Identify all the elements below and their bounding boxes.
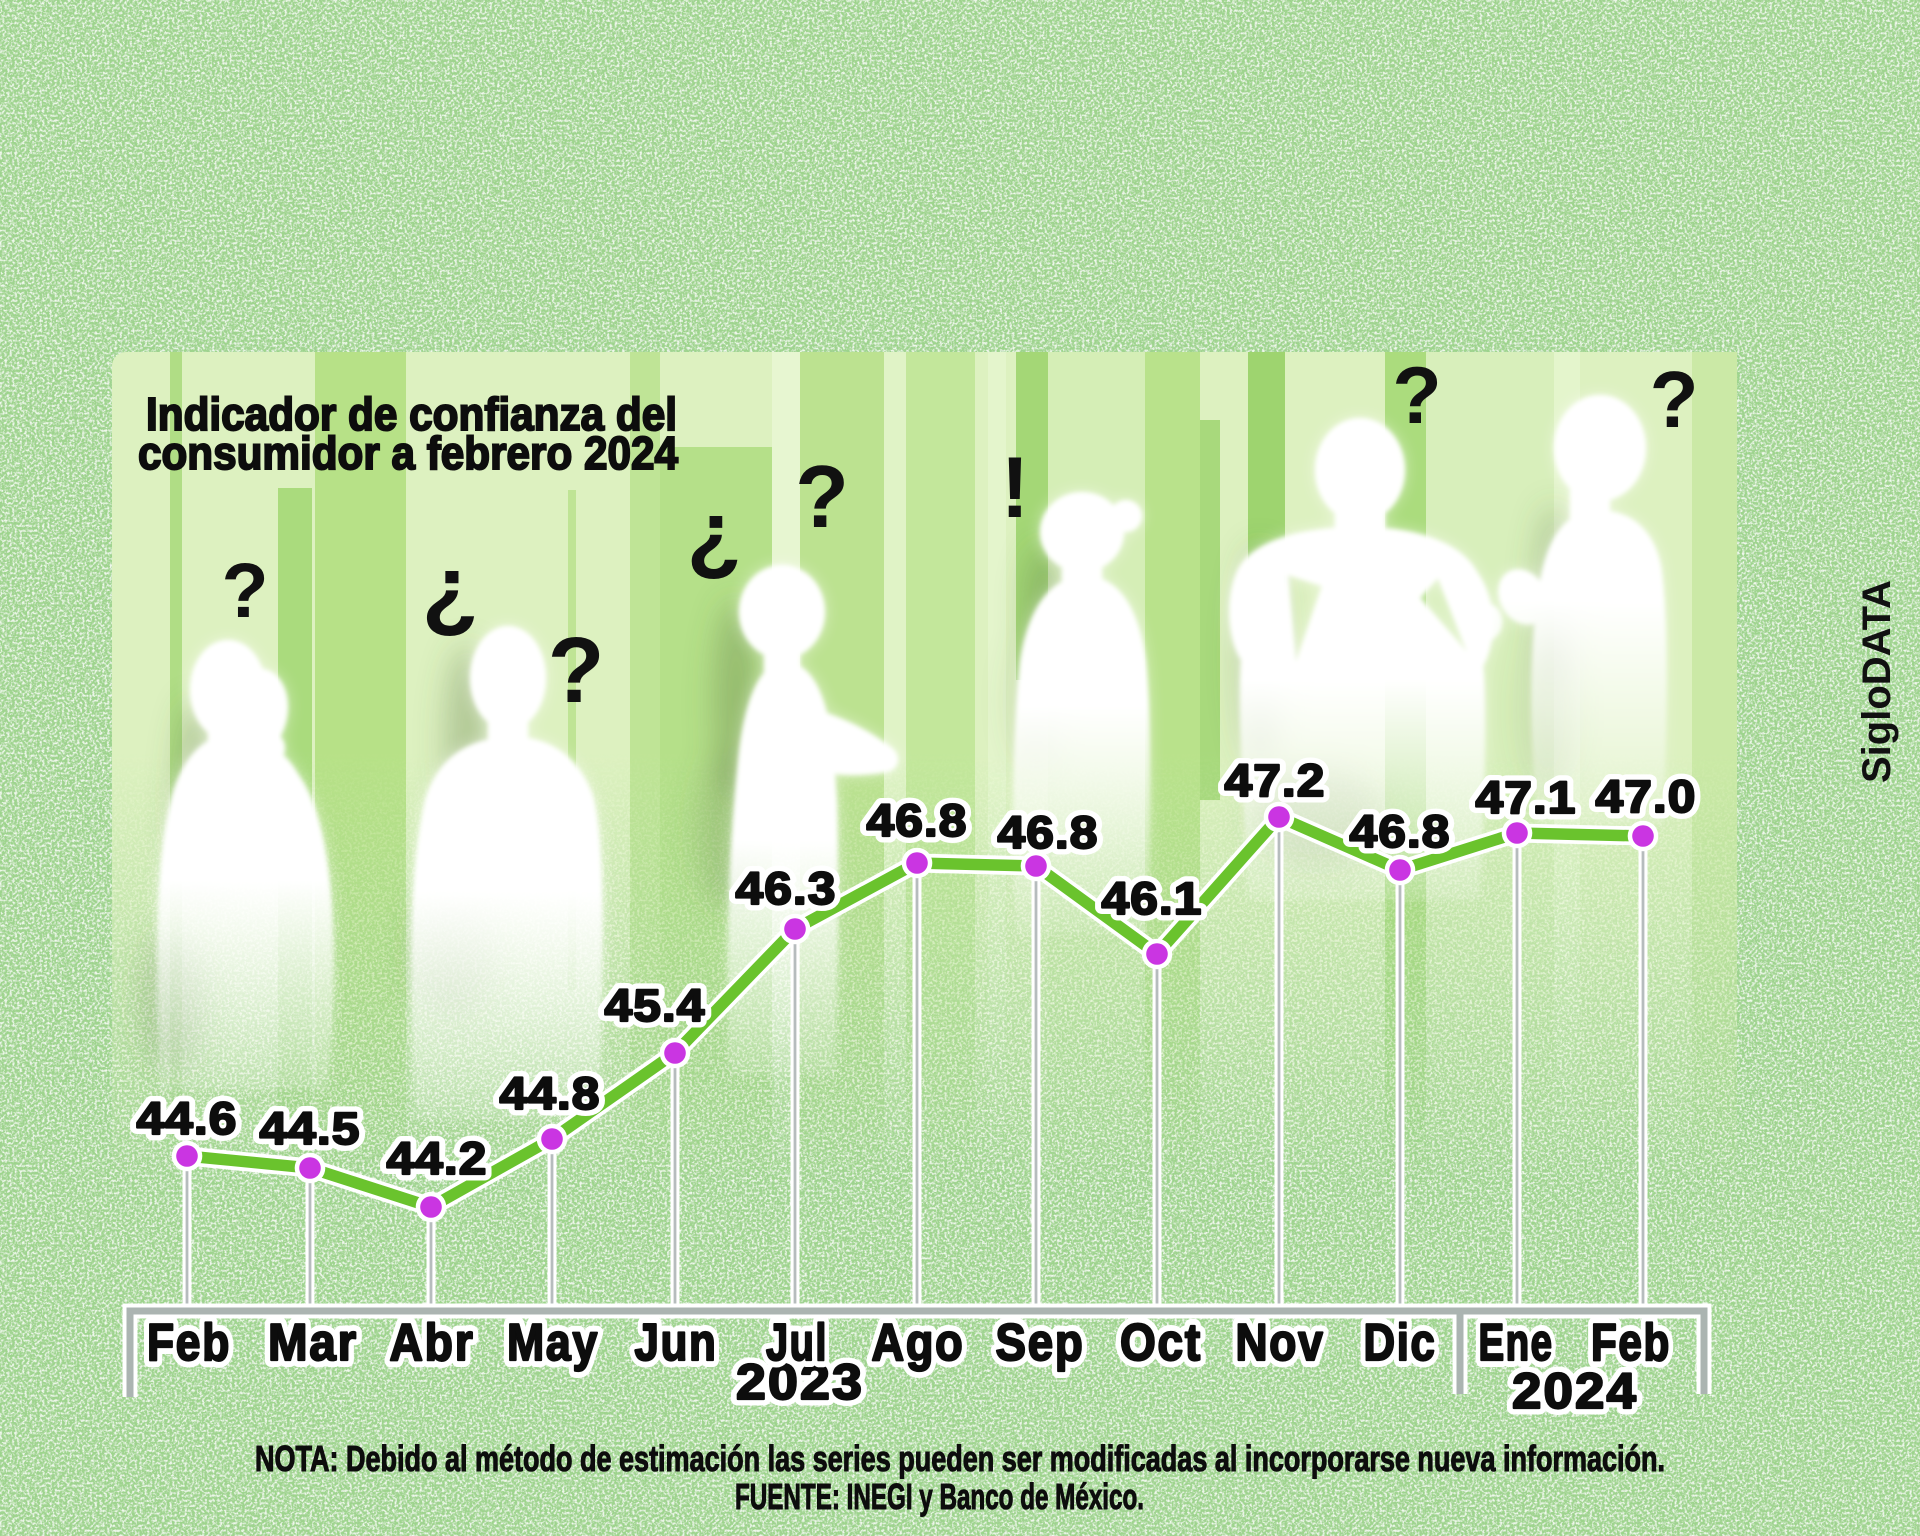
svg-text:44.8: 44.8 [500, 1068, 601, 1119]
svg-text:Feb: Feb [1591, 1314, 1671, 1372]
svg-text:consumidor a febrero 2024: consumidor a febrero 2024 [138, 427, 678, 479]
svg-text:2024: 2024 [1512, 1363, 1638, 1419]
svg-text:Jul: Jul [766, 1314, 828, 1372]
svg-text:May: May [507, 1314, 599, 1372]
svg-text:?: ? [221, 548, 268, 634]
svg-text:47.1: 47.1 [1476, 772, 1577, 823]
svg-text:46.3: 46.3 [736, 863, 837, 914]
svg-text:47.2: 47.2 [1225, 755, 1326, 806]
svg-text:Dic: Dic [1364, 1314, 1437, 1372]
svg-text:46.8: 46.8 [1350, 806, 1451, 857]
svg-text:44.6: 44.6 [137, 1093, 238, 1144]
svg-text:45.4: 45.4 [605, 980, 706, 1031]
svg-text:44.5: 44.5 [260, 1103, 361, 1154]
svg-text:46.3: 46.3 [736, 863, 837, 914]
svg-text:?: ? [422, 551, 479, 655]
svg-text:?: ? [687, 496, 742, 596]
svg-text:Nov: Nov [1236, 1314, 1325, 1372]
svg-text:May: May [507, 1314, 599, 1372]
svg-text:46.8: 46.8 [1350, 806, 1451, 857]
svg-text:47.1: 47.1 [1476, 772, 1577, 823]
svg-text:Feb: Feb [147, 1314, 231, 1372]
svg-text:Mar: Mar [268, 1314, 358, 1372]
svg-text:FUENTE: INEGI y Banco de Méxic: FUENTE: INEGI y Banco de México. [735, 1476, 1144, 1517]
svg-text:46.8: 46.8 [998, 807, 1099, 858]
svg-text:?: ? [548, 618, 605, 722]
svg-text:44.6: 44.6 [137, 1093, 238, 1144]
svg-text:Dic: Dic [1364, 1314, 1437, 1372]
svg-text:SigloDATA: SigloDATA [1855, 580, 1899, 783]
svg-text:44.2: 44.2 [387, 1133, 488, 1184]
svg-text:Sep: Sep [996, 1314, 1085, 1372]
svg-text:Ene: Ene [1479, 1314, 1554, 1372]
svg-text:Feb: Feb [147, 1314, 231, 1372]
svg-text:Jun: Jun [635, 1314, 718, 1372]
svg-text:?: ? [795, 447, 849, 546]
svg-text:44.2: 44.2 [387, 1133, 488, 1184]
svg-text:?: ? [1650, 355, 1699, 444]
svg-text:Abr: Abr [390, 1314, 475, 1372]
svg-text:46.8: 46.8 [998, 807, 1099, 858]
svg-text:?: ? [1392, 351, 1441, 441]
svg-text:2023: 2023 [736, 1354, 864, 1410]
svg-text:Nov: Nov [1236, 1314, 1325, 1372]
svg-text:45.4: 45.4 [605, 980, 706, 1031]
svg-text:Feb: Feb [1591, 1314, 1671, 1372]
svg-text:Jul: Jul [766, 1314, 828, 1372]
svg-text:44.8: 44.8 [500, 1068, 601, 1119]
svg-text:47.0: 47.0 [1596, 771, 1697, 822]
svg-text:46.1: 46.1 [1102, 873, 1203, 924]
svg-text:Ago: Ago [872, 1314, 965, 1372]
svg-text:47.2: 47.2 [1225, 755, 1326, 806]
svg-text:Abr: Abr [390, 1314, 475, 1372]
svg-text:46.1: 46.1 [1102, 873, 1203, 924]
svg-text:Sep: Sep [996, 1314, 1085, 1372]
svg-text:46.8: 46.8 [867, 795, 968, 846]
svg-text:Oct: Oct [1120, 1314, 1202, 1372]
svg-text:2024: 2024 [1512, 1363, 1638, 1419]
svg-text:NOTA: Debido al método de esti: NOTA: Debido al método de estimación las… [255, 1438, 1665, 1479]
svg-text:Ene: Ene [1479, 1314, 1554, 1372]
svg-text:Oct: Oct [1120, 1314, 1202, 1372]
svg-text:Jun: Jun [635, 1314, 718, 1372]
svg-text:47.0: 47.0 [1596, 771, 1697, 822]
svg-text:Mar: Mar [268, 1314, 358, 1372]
svg-text:46.8: 46.8 [867, 795, 968, 846]
svg-text:Indicador de confianza del: Indicador de confianza del [146, 388, 677, 440]
svg-text:2023: 2023 [736, 1354, 864, 1410]
svg-text:Ago: Ago [872, 1314, 965, 1372]
svg-text:!: ! [1001, 440, 1030, 536]
svg-text:44.5: 44.5 [260, 1103, 361, 1154]
